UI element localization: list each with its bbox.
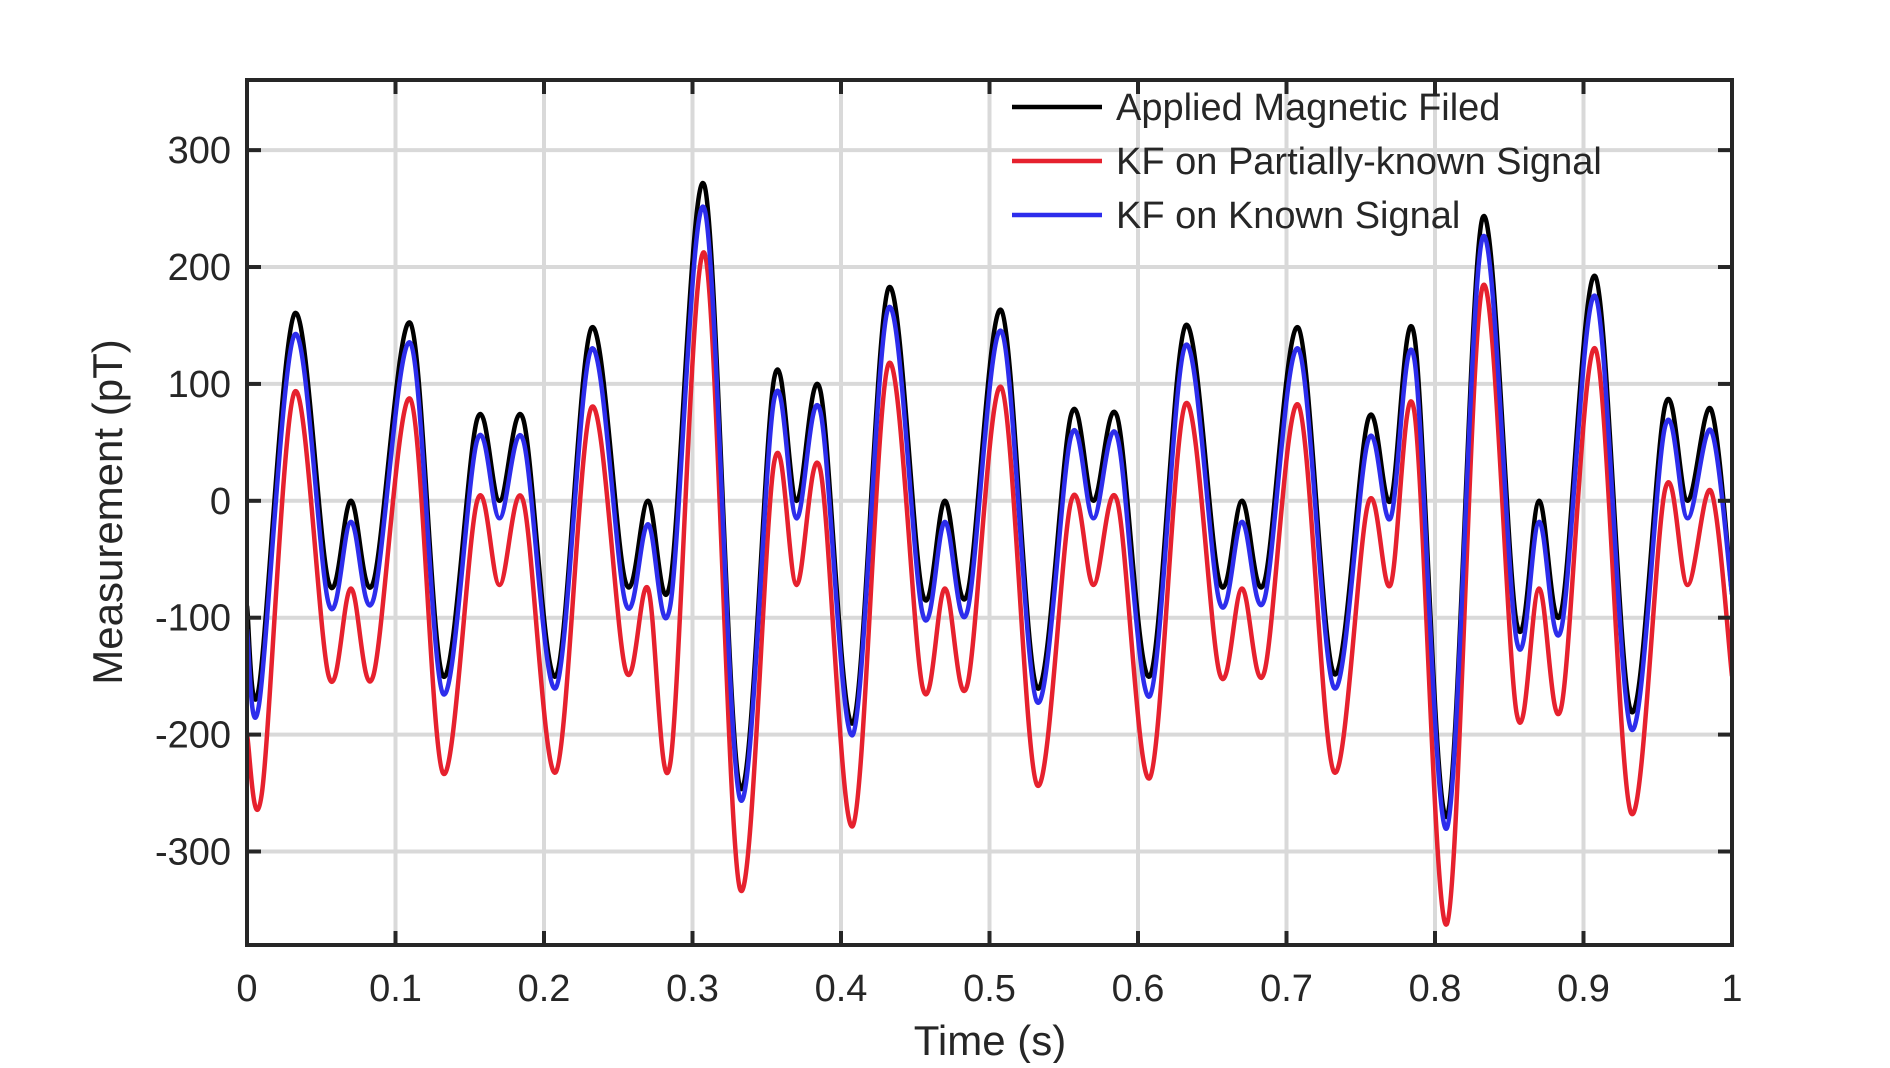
x-axis-label: Time (s) (914, 1017, 1066, 1063)
legend-label-0: Applied Magnetic Filed (1116, 87, 1500, 129)
tick-labels: 0 0.1 0.2 0.3 0.4 0.5 0.6 0.7 0.8 0.9 1 300 200 100 0 -… (155, 130, 1743, 1010)
x-tick-label: 0.8 (1409, 968, 1462, 1010)
y-tick-label: -200 (155, 715, 231, 757)
legend: Applied Magnetic Filed KF on Partially-kn… (1012, 87, 1602, 237)
plot-lines (247, 180, 1732, 927)
y-tick-label: -300 (155, 831, 231, 873)
legend-label-1: KF on Partially-known Signal (1116, 141, 1602, 183)
series-line-1 (247, 250, 1732, 927)
x-tick-label: 0.4 (815, 968, 868, 1010)
series-line-2 (247, 204, 1732, 831)
x-tick-label: 0.5 (963, 968, 1016, 1010)
y-axis-label: Measurement (pT) (84, 339, 131, 684)
x-tick-label: 0.6 (1112, 968, 1165, 1010)
legend-label-2: KF on Known Signal (1116, 195, 1460, 237)
x-tick-label: 1 (1721, 968, 1742, 1010)
axis-ticks (245, 80, 1734, 945)
y-tick-label: 200 (168, 247, 231, 289)
x-tick-label: 0.7 (1260, 968, 1313, 1010)
x-tick-label: 0.2 (518, 968, 571, 1010)
x-tick-label: 0.3 (666, 968, 719, 1010)
x-tick-label: 0.1 (369, 968, 422, 1010)
x-tick-label: 0.9 (1557, 968, 1610, 1010)
y-tick-label: 100 (168, 364, 231, 406)
x-tick-label: 0 (236, 968, 257, 1010)
y-tick-label: 300 (168, 130, 231, 172)
y-tick-label: 0 (210, 481, 231, 523)
y-tick-label: -100 (155, 598, 231, 640)
